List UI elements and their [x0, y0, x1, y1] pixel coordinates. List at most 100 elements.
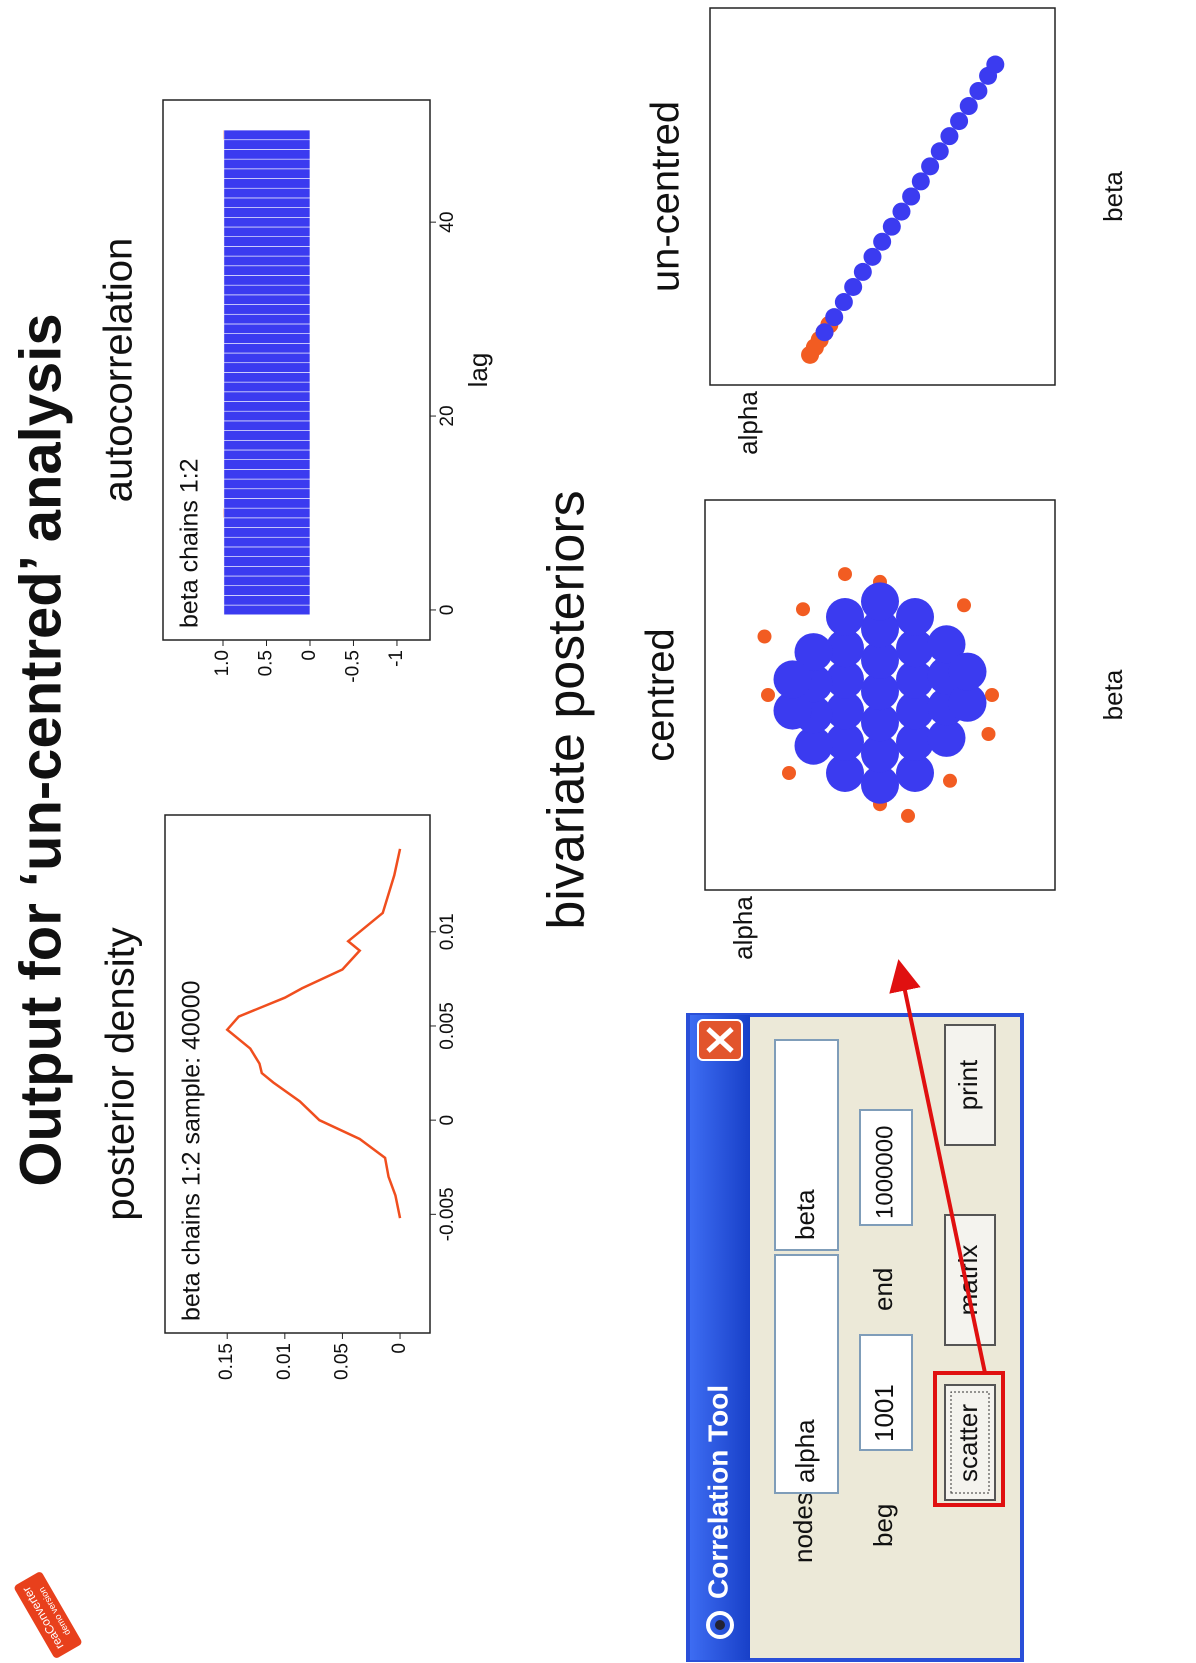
x-tick-label: 40 — [437, 212, 458, 233]
bar — [223, 294, 311, 305]
bar — [223, 333, 311, 344]
scatter-point — [896, 660, 934, 699]
beg-field[interactable] — [859, 1334, 913, 1451]
bar — [223, 469, 311, 480]
node-field[interactable] — [774, 1254, 839, 1494]
node-field[interactable] — [774, 1039, 839, 1251]
scatter-point — [896, 598, 934, 636]
scatter-point — [927, 718, 966, 757]
section-title: bivariate posteriors — [538, 490, 596, 929]
x-axis-label: beta — [1098, 669, 1128, 720]
scatter-point — [927, 625, 966, 664]
bar — [223, 595, 311, 606]
bar — [223, 158, 311, 170]
print-button[interactable]: print — [944, 1024, 996, 1146]
slide-title: Output for ‘un-centred’ analysis — [8, 313, 73, 1186]
dialog-titlebar — [690, 1015, 750, 1660]
bar — [223, 168, 311, 179]
scatter-point — [794, 633, 833, 672]
x-tick-label: 0 — [437, 605, 458, 616]
scatter-point — [943, 773, 957, 788]
scatter-point — [940, 127, 959, 146]
scatter-point — [826, 691, 864, 730]
matrix-button[interactable]: matrix — [944, 1214, 996, 1346]
scatter-point — [882, 217, 901, 236]
bar — [223, 391, 311, 402]
panel-title: posterior density — [99, 927, 143, 1220]
end-value: 1000000 — [871, 1126, 898, 1219]
bar — [223, 401, 311, 412]
plot-frame — [709, 7, 1056, 386]
scatter-point — [826, 629, 864, 668]
bar — [223, 265, 311, 276]
bar — [223, 488, 311, 499]
dialog-title: Correlation Tool — [702, 1385, 733, 1599]
annotation: beta chains 1:2 — [176, 458, 204, 628]
scatter-point — [773, 660, 812, 699]
y-tick-label: 0.05 — [331, 1343, 352, 1380]
end-label: end — [868, 1268, 898, 1311]
scatter-button[interactable]: scatter — [944, 1384, 996, 1501]
scatter-point — [794, 726, 833, 765]
bar — [223, 226, 311, 237]
scatter-point — [826, 660, 864, 699]
scatter-point — [853, 262, 872, 281]
bar — [223, 449, 311, 460]
scatter-point — [985, 688, 999, 702]
button-label: matrix — [953, 1245, 983, 1316]
x-axis-label: beta — [1098, 171, 1128, 222]
x-tick-label: 0.01 — [437, 913, 458, 950]
bar — [223, 372, 311, 383]
bar — [223, 536, 311, 548]
close-button[interactable] — [697, 1019, 743, 1061]
bar — [223, 517, 311, 528]
bar — [223, 585, 311, 596]
end-field[interactable] — [859, 1109, 913, 1226]
scatter-point — [844, 277, 863, 296]
scatter-point — [815, 323, 834, 342]
dialog-frame — [686, 1013, 1024, 1662]
bar — [223, 478, 311, 490]
node-value: beta — [790, 1189, 820, 1240]
plot-frame — [164, 814, 431, 1334]
bar — [223, 304, 311, 315]
y-tick-label: -0.5 — [342, 650, 363, 683]
scatter-point — [896, 691, 934, 730]
bar — [223, 604, 311, 616]
panel-title: centred — [639, 628, 683, 761]
scatter-point — [896, 754, 934, 792]
scatter-point — [861, 672, 899, 711]
bar — [223, 207, 311, 218]
bar — [223, 566, 311, 577]
scatter-point — [950, 112, 969, 131]
bar — [223, 439, 311, 451]
scatter-point — [761, 688, 775, 702]
bar — [223, 246, 311, 257]
density-line — [225, 848, 402, 1219]
scatter-point — [930, 142, 949, 161]
scatter-point — [796, 602, 810, 617]
y-tick-label: 0 — [389, 1343, 410, 1354]
node-value: alpha — [790, 1419, 820, 1483]
scatter-point — [773, 691, 812, 730]
bar — [223, 236, 311, 247]
scatter-point — [826, 598, 864, 636]
scatter-point — [957, 598, 971, 613]
scatter-point — [838, 567, 852, 582]
scatter-point — [896, 722, 934, 761]
scatter-point — [825, 308, 844, 327]
bar — [223, 420, 311, 431]
bar — [223, 410, 311, 422]
y-axis-label: alpha — [733, 391, 763, 455]
dialog-icon — [706, 1611, 734, 1639]
y-axis-label: alpha — [728, 896, 758, 960]
bar — [223, 575, 311, 587]
scatter-point — [861, 609, 899, 648]
y-tick-label: 0.01 — [274, 1343, 295, 1380]
bar — [223, 323, 311, 334]
y-tick-label: -1 — [386, 650, 407, 667]
bar — [223, 187, 311, 199]
button-label: print — [953, 1059, 983, 1110]
